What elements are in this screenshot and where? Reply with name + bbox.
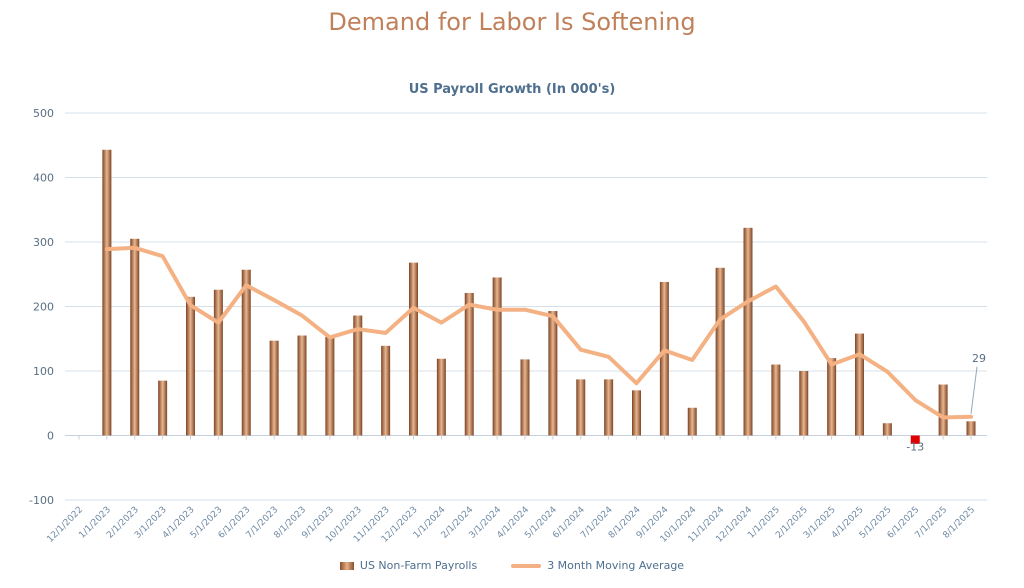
y-tick-label: 0	[47, 430, 54, 443]
bar	[715, 267, 725, 436]
bar	[241, 269, 251, 436]
bar	[102, 149, 112, 436]
y-tick-label: 400	[33, 172, 54, 185]
data-label: 29	[972, 352, 986, 365]
page-title: Demand for Labor Is Softening	[328, 8, 696, 36]
bar	[158, 380, 168, 436]
bar	[743, 227, 753, 436]
bar	[297, 335, 307, 436]
legend-item-moving-average: 3 Month Moving Average	[511, 559, 684, 572]
bar	[130, 238, 140, 436]
bar	[604, 379, 614, 436]
bar	[436, 358, 446, 436]
data-label: -13	[906, 441, 924, 454]
y-tick-label: 500	[33, 107, 54, 120]
bar	[910, 435, 920, 444]
bar	[213, 289, 223, 436]
legend-swatch-bar	[339, 561, 354, 570]
legend-item-payrolls: US Non-Farm Payrolls	[339, 559, 478, 572]
leader-line	[970, 366, 978, 414]
bar	[771, 364, 781, 436]
y-tick-label: 100	[33, 365, 54, 378]
bar	[520, 359, 530, 436]
bar	[799, 371, 809, 436]
bar	[632, 390, 641, 436]
y-tick-label: 300	[33, 236, 54, 249]
bar	[659, 281, 669, 436]
bar	[548, 311, 558, 436]
bar	[325, 336, 335, 436]
bar	[353, 315, 363, 436]
bar	[409, 262, 418, 436]
y-tick-label: -100	[29, 494, 54, 507]
bar	[687, 407, 697, 436]
chart-title: US Payroll Growth (In 000's)	[408, 82, 616, 97]
y-tick-label: 200	[33, 301, 54, 314]
bar	[269, 340, 279, 436]
bar	[966, 421, 976, 436]
bar	[381, 345, 391, 436]
legend-label: 3 Month Moving Average	[547, 559, 685, 572]
bar	[186, 296, 195, 436]
bar	[464, 292, 474, 436]
bar	[492, 277, 502, 436]
legend: US Non-Farm Payrolls 3 Month Moving Aver…	[0, 559, 1024, 572]
legend-label: US Non-Farm Payrolls	[359, 559, 478, 572]
bar	[855, 333, 864, 436]
x-tick-label: 12/1/2022	[45, 505, 85, 545]
legend-swatch-line	[511, 563, 542, 568]
bar	[576, 379, 586, 436]
bar	[827, 358, 837, 436]
moving-average-line	[104, 245, 973, 420]
bar	[938, 384, 948, 436]
bar	[882, 423, 892, 436]
